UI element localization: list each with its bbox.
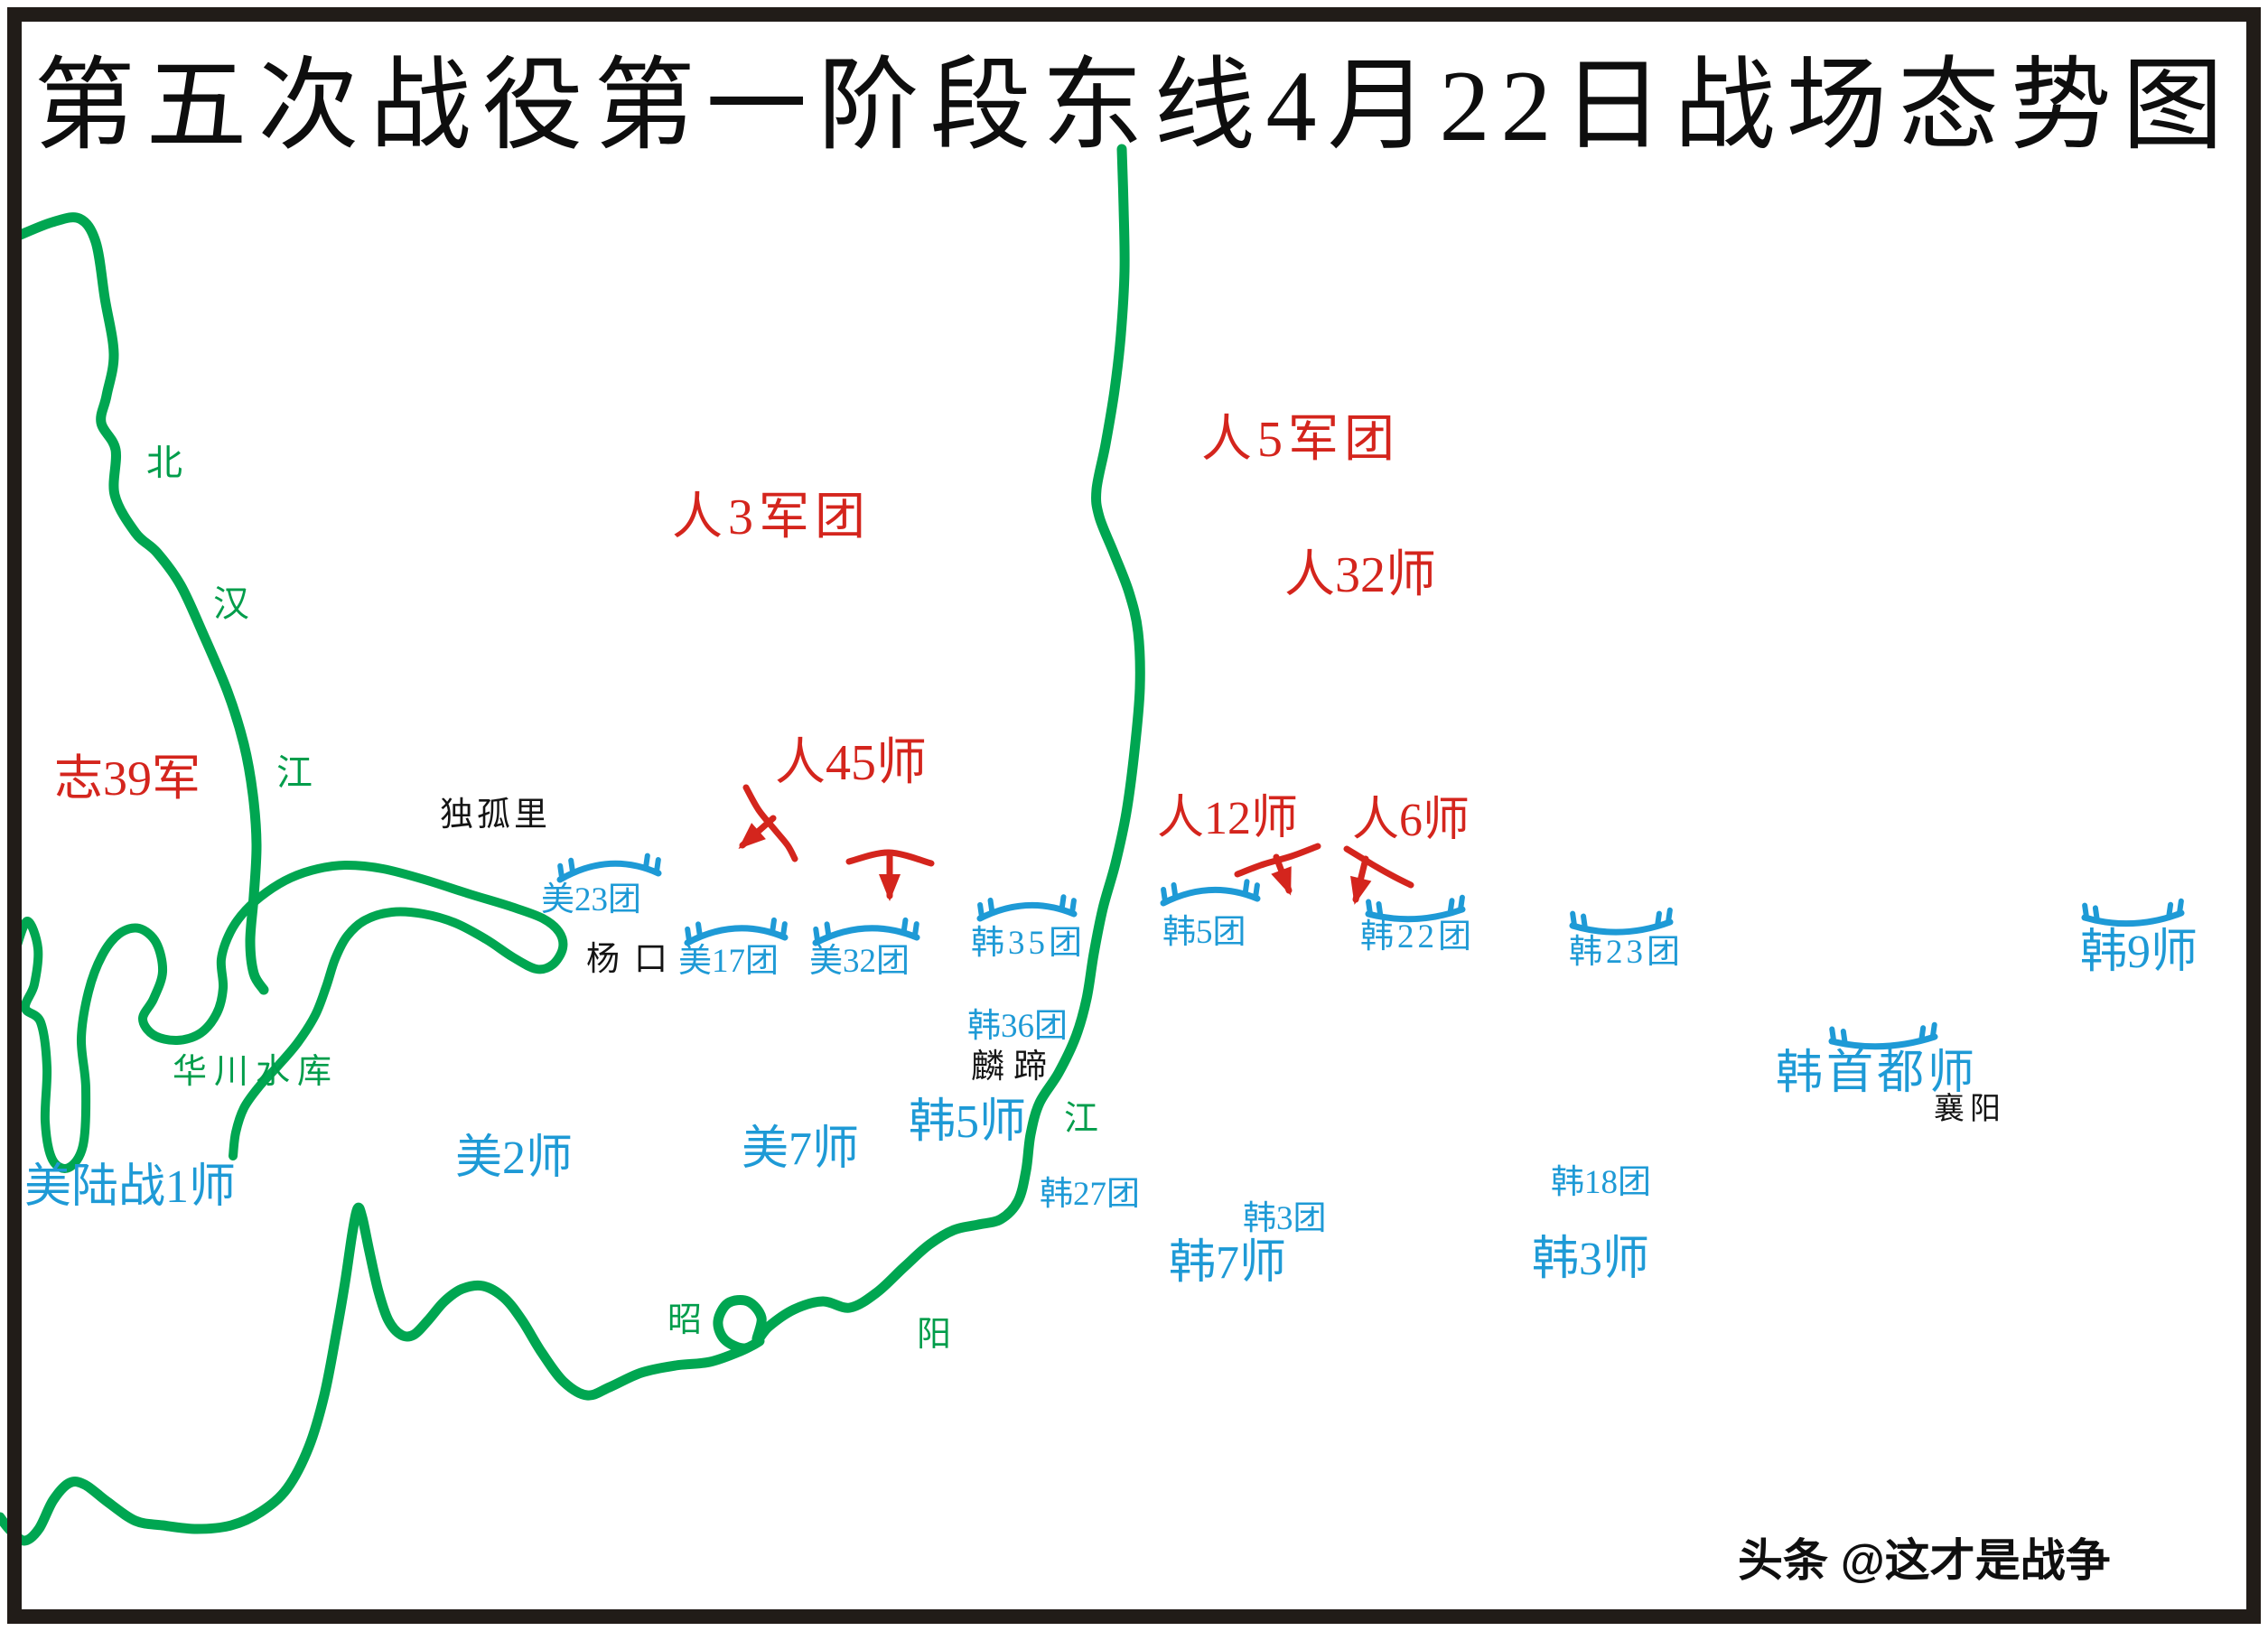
arrow-45div-left xyxy=(738,815,777,849)
river-soyang xyxy=(0,144,1145,1546)
label-rok-22-regt: 韩22团 xyxy=(1360,918,1475,955)
label-us-32-regt: 美32团 xyxy=(809,943,910,980)
label-ren-32-div: 人32师 xyxy=(1284,547,1436,603)
label-hwacheon-resv: 华川水库 xyxy=(173,1053,340,1091)
arc-us-23 xyxy=(556,853,662,883)
label-xiangyang: 襄阳 xyxy=(1934,1093,2006,1126)
arc-rok-22 xyxy=(1365,894,1466,923)
rivers-layer xyxy=(0,144,1145,1546)
label-rok-5-div: 韩5师 xyxy=(909,1096,1027,1148)
label-us-7-div: 美7师 xyxy=(742,1123,860,1175)
arc-rok-5 xyxy=(1160,879,1261,907)
arc-rok-35 xyxy=(976,894,1078,922)
arrow-45div-sweep xyxy=(742,784,798,862)
river-north-han xyxy=(11,212,269,995)
label-rok-3-regt: 韩3团 xyxy=(1243,1200,1327,1237)
arc-rok-9 xyxy=(2081,898,2185,927)
label-north-char: 北 xyxy=(146,443,182,483)
arc-rok-23 xyxy=(1569,907,1674,936)
label-rok-7-div: 韩7师 xyxy=(1169,1237,1287,1289)
label-rok-35-regt: 韩35团 xyxy=(971,925,1086,962)
unit-arc-symbols-layer xyxy=(556,853,2185,1050)
river-reservoir xyxy=(10,861,568,1173)
arrow-6div-stem xyxy=(1350,855,1372,905)
attack-arrows-layer xyxy=(738,784,1414,905)
arrow-6div-sweep xyxy=(1343,845,1414,889)
label-inje: 麟蹄 xyxy=(971,1048,1056,1086)
arc-rok-capital xyxy=(1828,1021,1938,1050)
label-rok-27-regt: 韩27团 xyxy=(1040,1176,1140,1213)
label-yanggu: 杨口 xyxy=(586,941,682,978)
label-rok-3-div: 韩3师 xyxy=(1532,1234,1650,1285)
label-rok-36-regt: 韩36团 xyxy=(967,1008,1068,1045)
arc-us-32 xyxy=(812,917,920,946)
arc-us-17 xyxy=(684,917,789,946)
label-ren-12-div: 人12师 xyxy=(1157,793,1299,844)
label-ren-45-div: 人45师 xyxy=(775,735,927,791)
label-ren-5-corps: 人5军团 xyxy=(1201,412,1400,468)
arrow-45div-bar xyxy=(845,849,935,867)
label-rok-5-regt: 韩5团 xyxy=(1162,914,1246,951)
label-rok-9-div: 韩9师 xyxy=(2080,927,2198,978)
watermark: 头条 @这才是战争 xyxy=(1738,1535,2111,1586)
label-us-marine-1-div: 美陆战1师 xyxy=(24,1161,237,1213)
label-us-17-regt: 美17团 xyxy=(678,943,779,980)
map-title: 第五次战役第一阶段东线4月22日战场态势图 xyxy=(33,51,2235,163)
label-jiang-char-nw: 江 xyxy=(276,752,313,793)
label-us-2-div: 美2师 xyxy=(455,1132,574,1184)
label-rok-23-regt: 韩23团 xyxy=(1569,934,1684,971)
label-dokgo-ri: 独孤里 xyxy=(440,797,551,834)
label-rok-capital-div: 韩首都师 xyxy=(1776,1048,1979,1099)
label-us-23-regt: 美23团 xyxy=(541,881,641,918)
label-yang-char: 阳 xyxy=(917,1316,952,1354)
label-han-char: 汉 xyxy=(213,583,249,624)
label-ren-3-corps: 人3军团 xyxy=(672,489,871,545)
arrow-12div-stem xyxy=(1271,853,1293,896)
label-zhao-char: 昭 xyxy=(667,1301,703,1339)
label-ren-6-div: 人6师 xyxy=(1352,795,1470,846)
label-rok-18-regt: 韩18团 xyxy=(1551,1164,1651,1201)
label-zhi-39-army: 志39军 xyxy=(54,751,201,806)
label-jiang-char-se: 江 xyxy=(1064,1100,1099,1138)
